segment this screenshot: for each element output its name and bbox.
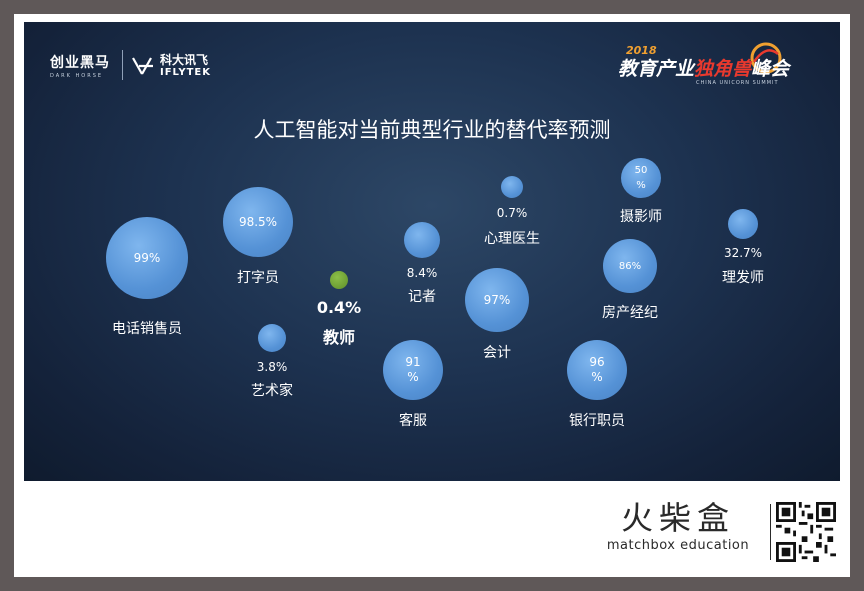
slide: 创业黑马 DARK HORSE 科大讯飞 IFLYTEK 2018 教育产业独角… — [24, 22, 840, 481]
bubble-value-label: 98.5% — [238, 214, 278, 229]
bubble-9: 86% — [603, 239, 657, 293]
iflytek-logo-cn: 科大讯飞 — [160, 52, 209, 67]
bubble-value-label: 0.4% — [316, 298, 362, 317]
qr-code-icon — [776, 502, 836, 562]
bubble-category-label: 会计 — [483, 345, 511, 361]
bubble-category-label: 理发师 — [722, 270, 764, 286]
bubble-0: 99% — [106, 217, 188, 299]
summit-title-part1: 教育产业 — [618, 58, 695, 80]
bubble-value-label: 32.7% — [723, 246, 763, 260]
summit-title-part3: 峰会 — [751, 58, 790, 80]
bubble-category-label: 银行职员 — [569, 413, 625, 429]
bubble-value-label: 50% — [634, 165, 648, 191]
bubble-11 — [728, 209, 758, 239]
bubble-category-label: 教师 — [322, 328, 356, 347]
bubble-category-label: 电话销售员 — [112, 321, 182, 337]
bubble-category-label: 客服 — [399, 413, 427, 429]
bubble-value-label: 99% — [133, 250, 161, 265]
bubble-value-label: 91% — [405, 355, 421, 384]
bubble-category-label: 心理医生 — [484, 231, 540, 247]
summit-logo: 2018 教育产业独角兽峰会 CHINA UNICORN SUMMIT — [618, 40, 818, 94]
bubble-category-label: 摄影师 — [620, 209, 662, 225]
bubble-category-label: 房产经纪 — [602, 305, 658, 321]
bubble-value-label: 86% — [618, 260, 642, 272]
logo-divider — [122, 50, 123, 80]
bubble-category-label: 打字员 — [237, 270, 279, 286]
summit-year: 2018 — [626, 44, 657, 57]
bubble-category-label: 记者 — [408, 289, 436, 305]
matchbox-logo-cn: 火柴盒 — [620, 499, 735, 537]
chuangye-logo-sub: DARK HORSE — [50, 73, 104, 79]
footer-divider — [770, 504, 771, 560]
summit-subtitle: CHINA UNICORN SUMMIT — [696, 80, 779, 86]
bubble-6 — [501, 176, 523, 198]
bubble-5: 91% — [383, 340, 443, 400]
bubble-value-label: 8.4% — [406, 266, 438, 280]
bubble-value-label: 0.7% — [496, 206, 528, 220]
bubble-10: 96% — [567, 340, 627, 400]
summit-title-part2: 独角兽 — [694, 58, 752, 80]
bubble-category-label: 艺术家 — [251, 383, 293, 399]
bubble-3 — [258, 324, 286, 352]
bubble-7: 97% — [465, 268, 529, 332]
matchbox-logo: 火柴盒 matchbox education — [596, 498, 760, 553]
bubble-value-label: 97% — [483, 292, 511, 307]
summit-ring-icon — [750, 42, 782, 74]
chart-title: 人工智能对当前典型行业的替代率预测 — [253, 118, 611, 142]
bubble-2 — [330, 271, 348, 289]
chuangye-logo: 创业黑马 DARK HORSE — [50, 52, 110, 79]
chuangye-logo-text: 创业黑马 — [50, 55, 110, 71]
iflytek-logo: 科大讯飞 IFLYTEK — [130, 51, 211, 81]
bubble-value-label: 3.8% — [256, 360, 288, 374]
bubble-8: 50% — [621, 158, 661, 198]
bubble-1: 98.5% — [223, 187, 293, 257]
bubble-value-label: 96% — [589, 355, 605, 384]
iflytek-mark-icon — [132, 57, 153, 75]
summit-title: 教育产业独角兽峰会 — [618, 54, 789, 81]
bubble-4 — [404, 222, 440, 258]
matchbox-logo-en: matchbox education — [606, 538, 750, 553]
iflytek-logo-en: IFLYTEK — [160, 66, 212, 78]
